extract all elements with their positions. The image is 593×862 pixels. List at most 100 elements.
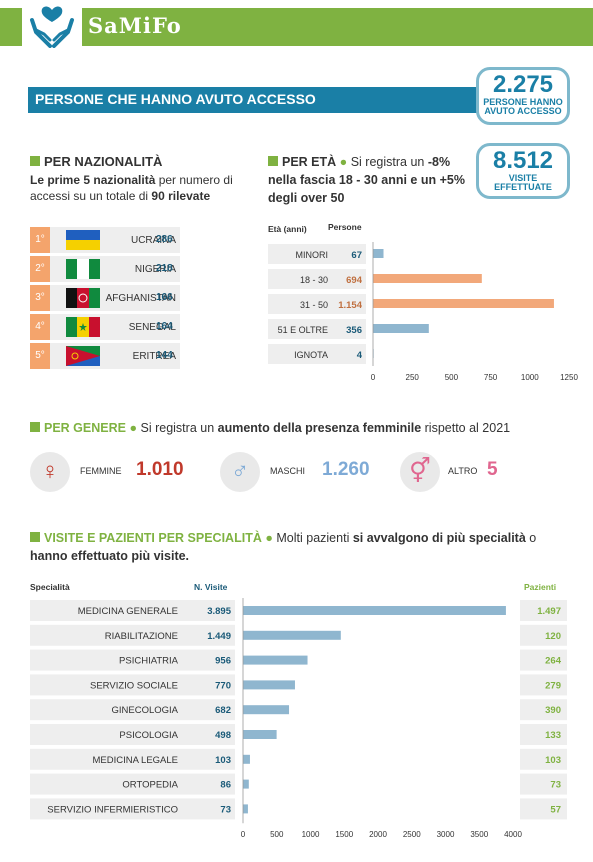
- spec-note-mid: o: [525, 531, 537, 545]
- age-heading-text: PER ETÀ: [282, 155, 337, 169]
- spec-category: SERVIZIO SOCIALE: [90, 680, 178, 691]
- nat-desc-b1: nazionalità: [93, 173, 156, 187]
- patients-value: 390: [545, 705, 561, 716]
- spec-tick-label: 2000: [369, 830, 387, 839]
- patients-row-bg: [520, 699, 567, 721]
- spec-category: MEDICINA GENERALE: [78, 606, 178, 617]
- spec-bar: [243, 630, 341, 640]
- age-category: 31 - 50: [300, 300, 328, 310]
- page-title: PERSONE CHE HANNO AVUTO ACCESSO: [28, 87, 478, 113]
- age-bar: [373, 249, 384, 258]
- gender-heading-text: PER GENERE: [44, 421, 126, 435]
- male-label: MASCHI: [270, 466, 306, 476]
- spec-category: PSICOLOGIA: [119, 730, 178, 741]
- spec-row-bg: [30, 699, 235, 721]
- spec-tick-label: 0: [241, 830, 246, 839]
- spec-row-bg: [30, 798, 235, 820]
- age-tick-label: 250: [406, 373, 420, 382]
- gender-heading: PER GENERE ● Si registra un aumento dell…: [30, 421, 510, 435]
- spec-row-bg: [30, 748, 235, 770]
- spec-value-label: 956: [215, 656, 231, 667]
- spec-value-label: 498: [215, 730, 231, 741]
- patients-row-bg: [520, 798, 567, 820]
- patients-value: 264: [545, 656, 562, 667]
- nationality-row: 1° UCRAINA: [30, 227, 180, 253]
- patients-value: 133: [545, 730, 561, 741]
- nat-desc-b2: 90 rilevate: [151, 189, 211, 203]
- gender-note-bold: aumento della presenza femminile: [217, 421, 422, 435]
- specialty-heading: VISITE E PAZIENTI PER SPECIALITÀ ● Molti…: [30, 531, 537, 563]
- age-bar: [373, 299, 554, 308]
- age-category: IGNOTA: [294, 350, 328, 360]
- spec-row-bg: [30, 624, 235, 646]
- age-tick-label: 750: [484, 373, 498, 382]
- spec-tick-label: 2500: [403, 830, 421, 839]
- other-gender-icon: ⚥: [400, 452, 440, 492]
- nationality-description: Le prime 5 nazionalità per numero di acc…: [30, 172, 240, 204]
- patients-row-bg: [520, 624, 567, 646]
- nationality-row: 4° SENEGAL: [30, 314, 180, 340]
- nationality-heading: PER NAZIONALITÀ: [30, 154, 162, 169]
- nat-name: SENEGAL: [128, 322, 176, 333]
- nat-name: UCRAINA: [130, 235, 176, 246]
- age-row-bg: [268, 319, 366, 339]
- spec-category: SERVIZIO INFERMIERISTICO: [47, 804, 178, 815]
- nat-rank: 1°: [30, 227, 50, 253]
- other-label: ALTRO: [448, 466, 478, 476]
- age-col1: Età (anni): [268, 224, 307, 234]
- spec-bar: [243, 754, 250, 764]
- female-label: FEMMINE: [80, 466, 122, 476]
- spec-value-label: 103: [215, 755, 231, 766]
- spec-row-bg: [30, 600, 235, 621]
- patients-value: 279: [545, 680, 561, 691]
- spec-value-label: 682: [215, 705, 231, 716]
- age-tick-label: 1000: [521, 373, 539, 382]
- nationality-row: 2° NIGERIA: [30, 256, 180, 282]
- age-value-label: 356: [346, 325, 362, 336]
- patients-row-bg: [520, 649, 567, 671]
- nat-name: ERITREA: [132, 351, 176, 362]
- age-value-label: 1.154: [338, 300, 362, 311]
- nat-value: 218: [156, 263, 173, 274]
- patients-row-bg: [520, 773, 567, 795]
- age-row-bg: [268, 294, 366, 314]
- age-note-pre: Si registra un: [350, 155, 425, 169]
- nat-value: 166: [156, 292, 173, 303]
- page-title-text: PERSONE CHE HANNO AVUTO ACCESSO: [35, 91, 316, 107]
- spec-row-bg: [30, 724, 235, 745]
- nat-name: NIGERIA: [134, 264, 176, 275]
- spec-value-label: 3.895: [207, 606, 231, 617]
- senegal-flag-icon: [66, 317, 100, 337]
- spec-category: ORTOPEDIA: [122, 780, 178, 791]
- patients-value: 120: [545, 631, 561, 642]
- spec-value-label: 770: [215, 680, 231, 691]
- kpi-people-label: PERSONE HANNO AVUTO ACCESSO: [483, 97, 563, 116]
- logo: [22, 0, 82, 48]
- age-note-bold: -8% nella fascia 18 - 30 anni e un +5% d…: [268, 155, 465, 205]
- spec-bar: [243, 680, 295, 690]
- spec-tick-label: 500: [270, 830, 284, 839]
- nat-desc-pre: Le prime 5: [30, 173, 94, 187]
- patients-row-bg: [520, 600, 567, 621]
- spec-bar: [243, 655, 308, 665]
- nat-value: 144: [156, 350, 173, 361]
- age-tick-label: 0: [371, 373, 376, 382]
- nat-rank: 2°: [30, 256, 50, 282]
- nationality-heading-text: PER NAZIONALITÀ: [44, 154, 163, 169]
- age-value-label: 694: [346, 275, 363, 286]
- spec-category: PSICHIATRIA: [119, 656, 179, 667]
- gender-note-post: rispetto al 2021: [421, 421, 511, 435]
- spec-bar: [243, 606, 506, 615]
- age-bar: [373, 274, 482, 283]
- ukraine-flag-icon: [66, 230, 100, 250]
- header-bar: [0, 8, 593, 46]
- kpi-visits-value: 8.512: [492, 147, 554, 174]
- kpi-people: 2.275 PERSONE HANNO AVUTO ACCESSO: [476, 67, 570, 125]
- patients-value: 103: [545, 755, 561, 766]
- kpi-people-value: 2.275: [492, 71, 554, 98]
- female-icon: ♀: [30, 452, 70, 492]
- age-category: 18 - 30: [300, 275, 328, 285]
- spec-col1: Specialità: [30, 582, 70, 592]
- kpi-visits: 8.512 VISITE EFFETTUATE: [476, 143, 570, 199]
- age-tick-label: 1250: [560, 373, 578, 382]
